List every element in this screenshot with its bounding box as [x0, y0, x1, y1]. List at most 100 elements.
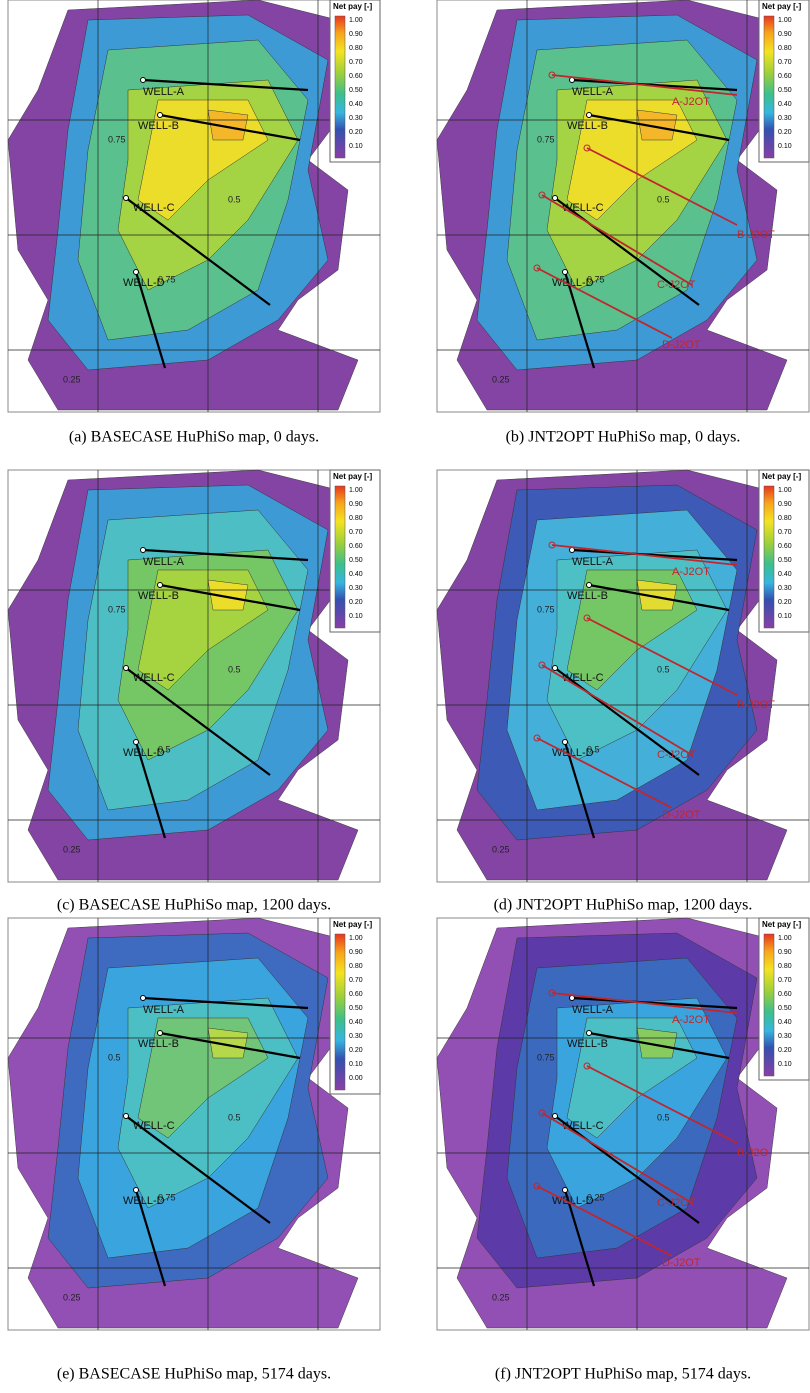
legend-title: Net pay [-]	[333, 472, 372, 481]
contour-label: 0.25	[63, 374, 81, 384]
legend-label: 0.40	[778, 1019, 792, 1026]
legend-label: 0.30	[349, 1033, 363, 1040]
contour-label: 0.75	[158, 1192, 176, 1202]
map-panel: 0.75 0.5 0.5 0.25 WELL-A WELL-B WELL-C WELL-D Ne…	[7, 469, 381, 883]
contour-label: 0.25	[587, 1192, 605, 1202]
map-panel: 0.75 0.5 0.75 0.25 WELL-A WELL-B WELL-C WELL-D N…	[7, 0, 381, 413]
legend-label: 0.40	[349, 101, 363, 108]
legend-label: 0.80	[778, 515, 792, 522]
contour-label: 0.25	[492, 374, 510, 384]
legend-label: 0.80	[778, 45, 792, 52]
legend-label: 0.40	[349, 1019, 363, 1026]
legend-label: 0.20	[349, 129, 363, 136]
map-panel: 0.75 0.5 0.5 0.25 WELL-A WELL-B WELL-C WELL-D A-…	[436, 469, 810, 883]
legend-label: 1.00	[778, 17, 792, 24]
well-trajectory	[563, 1189, 596, 1287]
contour-region	[636, 1027, 678, 1059]
opt-well-label: B-J2OT	[737, 229, 775, 241]
opt-well-trajectory	[586, 1065, 738, 1144]
well-trajectory	[588, 583, 730, 612]
legend-label: 0.60	[778, 543, 792, 550]
opt-well-trajectory	[551, 992, 738, 1014]
opt-well-trajectory	[551, 74, 738, 96]
map-panel: 0.5 0.5 0.75 0.25 WELL-A WELL-B WELL-C WELL-D Ne…	[7, 917, 381, 1331]
legend: Net pay [-] 1.00 0.90 0.80 0.70 0.60 0.50 0.40 0…	[329, 917, 381, 1095]
legend-label: 0.30	[349, 585, 363, 592]
well-trajectory	[125, 197, 271, 306]
legend-colorbar	[334, 15, 346, 159]
well-label: WELL-C	[562, 1120, 604, 1132]
legend-label: 0.10	[349, 613, 363, 620]
legend-label: 1.00	[349, 935, 363, 942]
legend-label: 0.20	[778, 129, 792, 136]
well-trajectory	[554, 197, 700, 306]
well-trajectory	[554, 667, 700, 776]
opt-well-head	[538, 1109, 546, 1117]
legend-label: 0.60	[349, 543, 363, 550]
contour-label: 0.25	[63, 1292, 81, 1302]
well-trajectory	[588, 1031, 730, 1060]
well-head	[157, 1030, 163, 1036]
well-trajectory	[563, 741, 596, 839]
well-trajectory	[142, 548, 309, 562]
legend-label: 0.50	[349, 87, 363, 94]
opt-well-head	[583, 1062, 591, 1070]
legend-label: 0.50	[349, 557, 363, 564]
legend-label: 0.80	[778, 963, 792, 970]
legend-title: Net pay [-]	[762, 920, 801, 929]
opt-well-label: C-J2OT	[657, 1197, 696, 1209]
well-head	[123, 665, 129, 671]
legend-label: 0.10	[349, 1061, 363, 1068]
opt-well-trajectory	[536, 267, 673, 339]
legend-label: 0.40	[778, 101, 792, 108]
contour-label: 0.75	[587, 274, 605, 284]
contour-label: 0.5	[228, 664, 241, 674]
opt-well-label: A-J2OT	[672, 566, 710, 578]
legend-label: 0.20	[778, 1047, 792, 1054]
legend-colorbar	[334, 485, 346, 629]
well-label: WELL-C	[133, 1120, 175, 1132]
opt-well-head	[548, 71, 556, 79]
well-head	[586, 1030, 592, 1036]
legend-colorbar	[334, 933, 346, 1091]
opt-well-label: D-J2OT	[662, 809, 701, 821]
opt-well-trajectory	[541, 664, 693, 756]
well-trajectory	[134, 1189, 167, 1287]
legend-label: 0.50	[778, 557, 792, 564]
well-label: WELL-D	[123, 1195, 165, 1207]
well-label: WELL-A	[572, 86, 614, 98]
well-label: WELL-D	[552, 277, 594, 289]
well-label: WELL-A	[572, 556, 614, 568]
legend: Net pay [-] 1.00 0.90 0.80 0.70 0.60 0.50 0.40 0…	[329, 0, 381, 163]
well-trajectory	[159, 113, 301, 142]
contour-label: 0.5	[657, 194, 670, 204]
legend-label: 0.90	[778, 31, 792, 38]
legend: Net pay [-] 1.00 0.90 0.80 0.70 0.60 0.50 0.40 0…	[329, 469, 381, 633]
legend-label: 1.00	[349, 487, 363, 494]
opt-well-label: C-J2OT	[657, 749, 696, 761]
legend-title: Net pay [-]	[333, 920, 372, 929]
well-label: WELL-A	[572, 1004, 614, 1016]
well-head	[552, 195, 558, 201]
contour-label: 0.75	[108, 134, 126, 144]
contour-label: 0.5	[587, 744, 600, 754]
opt-well-head	[583, 614, 591, 622]
opt-well-head	[533, 1182, 541, 1190]
well-head	[133, 739, 139, 745]
well-label: WELL-B	[567, 590, 608, 602]
legend-label: 0.70	[349, 59, 363, 66]
legend-label: 0.70	[778, 977, 792, 984]
legend-label: 0.60	[349, 73, 363, 80]
opt-well-label: A-J2OT	[672, 96, 710, 108]
contour-label: 0.5	[158, 744, 171, 754]
legend-label: 0.60	[349, 991, 363, 998]
legend-label: 0.80	[349, 45, 363, 52]
legend-label: 0.70	[778, 529, 792, 536]
legend-label: 0.10	[349, 143, 363, 150]
opt-well-trajectory	[586, 617, 738, 696]
legend-label: 0.70	[778, 59, 792, 66]
opt-well-trajectory	[541, 194, 693, 286]
opt-well-trajectory	[536, 1185, 673, 1257]
opt-well-head	[548, 989, 556, 997]
